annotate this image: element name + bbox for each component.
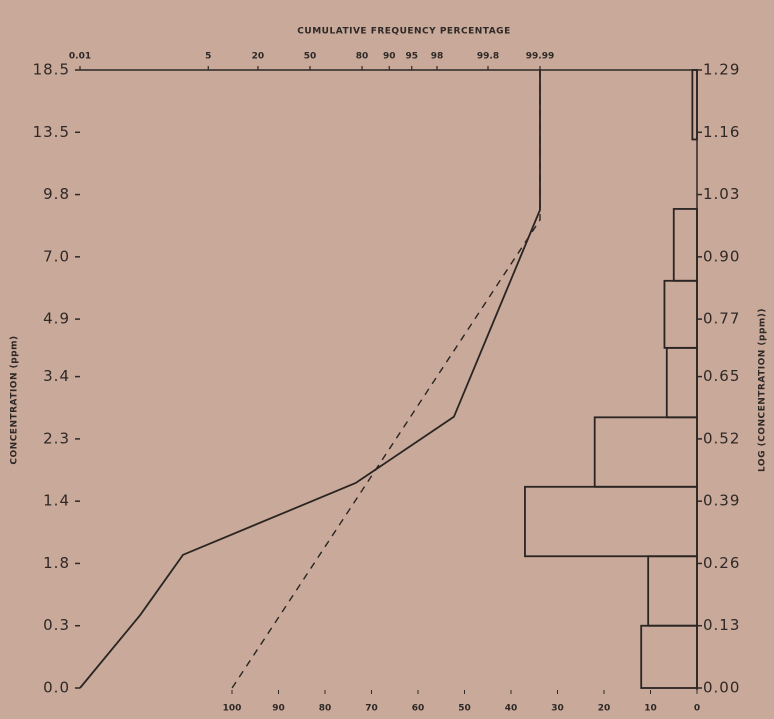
y-tick-label: 0.3 bbox=[43, 616, 70, 634]
cumulative-line bbox=[231, 70, 541, 689]
hist-bar bbox=[672, 208, 698, 282]
x-tick-label: 5 bbox=[205, 52, 211, 62]
hist-x-tick-label: 100 bbox=[223, 704, 242, 714]
hist-bar bbox=[593, 416, 698, 488]
y-tick-label: 13.5 bbox=[33, 123, 70, 141]
x-tick-label: 50 bbox=[304, 52, 317, 62]
x-tick-label: 20 bbox=[252, 52, 265, 62]
y2-tick-label: 1.03 bbox=[703, 185, 740, 203]
top-axis-title: CUMULATIVE FREQUENCY PERCENTAGE bbox=[297, 27, 510, 37]
hist-x-tick-label: 60 bbox=[412, 704, 425, 714]
y-tick-label: 3.4 bbox=[43, 367, 70, 385]
y2-tick-label: 1.29 bbox=[703, 61, 740, 79]
x-tick-label: 98 bbox=[431, 52, 444, 62]
hist-x-tick-label: 20 bbox=[598, 704, 611, 714]
y-tick-label: 0.0 bbox=[43, 679, 70, 697]
y-axis-title: CONCENTRATION (ppm) bbox=[10, 335, 20, 464]
cumulative-line bbox=[79, 70, 541, 689]
y2-axis-title: LOG (CONCENTRATION (ppm)) bbox=[758, 308, 768, 472]
y2-tick-label: 0.90 bbox=[703, 247, 740, 265]
x-tick-label: 80 bbox=[356, 52, 369, 62]
x-tick-label: 95 bbox=[405, 52, 418, 62]
hist-x-tick-label: 10 bbox=[644, 704, 657, 714]
hist-x-tick-label: 90 bbox=[272, 704, 285, 714]
x-tick-label: 99.8 bbox=[477, 52, 499, 62]
x-tick-label: 99.99 bbox=[526, 52, 554, 62]
hist-bar bbox=[691, 69, 698, 141]
y2-tick-label: 0.65 bbox=[703, 367, 740, 385]
hist-x-tick-label: 70 bbox=[365, 704, 378, 714]
y-tick-label: 1.8 bbox=[43, 554, 70, 572]
y-tick-label: 2.3 bbox=[43, 429, 70, 447]
y2-tick-label: 0.39 bbox=[703, 492, 740, 510]
x-tick-label: 0.01 bbox=[69, 52, 91, 62]
x-tick-label: 90 bbox=[383, 52, 396, 62]
hist-x-tick-label: 50 bbox=[458, 704, 471, 714]
y-tick-label: 4.9 bbox=[43, 310, 70, 328]
hist-x-tick-label: 80 bbox=[319, 704, 332, 714]
y-tick-label: 1.4 bbox=[43, 492, 70, 510]
y2-tick-label: 0.00 bbox=[703, 679, 740, 697]
y-tick-label: 18.5 bbox=[33, 61, 70, 79]
hist-x-tick-label: 30 bbox=[551, 704, 564, 714]
y-tick-label: 7.0 bbox=[43, 247, 70, 265]
y-tick-label: 9.8 bbox=[43, 185, 70, 203]
hist-x-tick-label: 0 bbox=[694, 704, 700, 714]
y2-tick-label: 1.16 bbox=[703, 123, 740, 141]
y2-tick-label: 0.77 bbox=[703, 310, 740, 328]
y2-tick-label: 0.52 bbox=[703, 429, 740, 447]
y2-tick-label: 0.13 bbox=[703, 616, 740, 634]
y2-tick-label: 0.26 bbox=[703, 554, 740, 572]
hist-x-tick-label: 40 bbox=[505, 704, 518, 714]
